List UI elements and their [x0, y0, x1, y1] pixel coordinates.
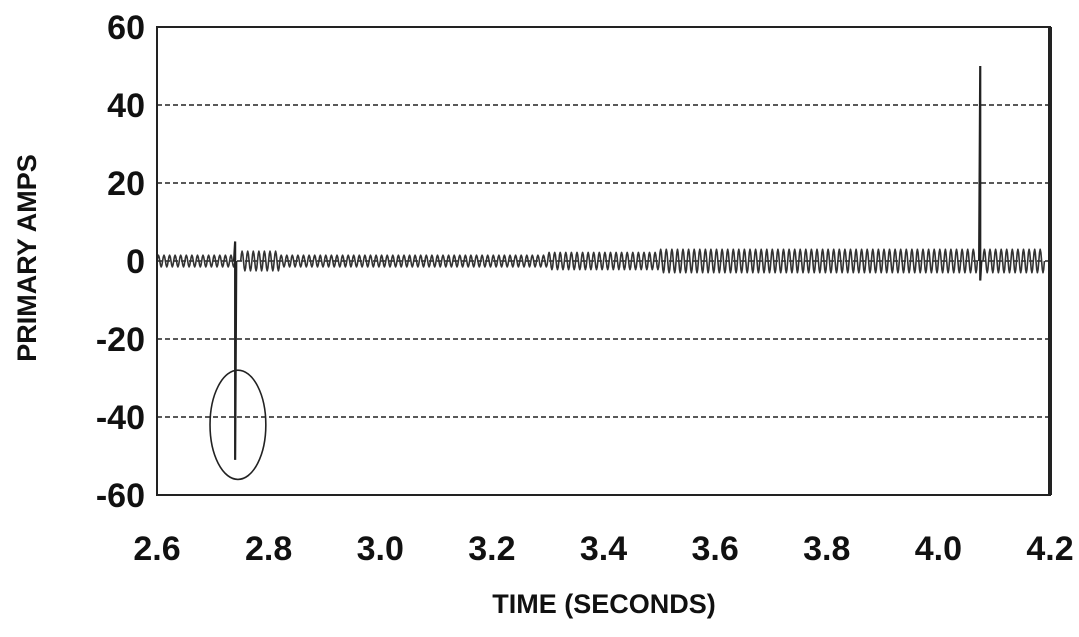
y-tick-label: -20: [96, 321, 145, 359]
plot-area: [156, 248, 1046, 274]
x-tick-label: 4.0: [915, 530, 962, 568]
x-tick-label: 3.8: [803, 530, 850, 568]
x-tick-label: 2.6: [133, 530, 180, 568]
x-tick-label: 3.2: [468, 530, 515, 568]
trace-segment: [279, 254, 549, 268]
y-tick-label: -60: [96, 477, 145, 515]
y-axis-ticks: 60 40 20 0 -20 -40 -60: [96, 9, 145, 515]
trace-segment: [982, 248, 1046, 274]
plot-frame: [156, 26, 1052, 496]
x-tick-label: 3.4: [580, 530, 627, 568]
x-axis-ticks: 2.6 2.8 3.0 3.2 3.4 3.6 3.8 4.0 4.2: [133, 530, 1073, 568]
trace-segment: [546, 251, 661, 271]
highlight-ellipse: [209, 369, 267, 481]
y-axis-label: PRIMARY AMPS: [12, 154, 42, 362]
y-tick-label: -40: [96, 399, 145, 437]
x-tick-label: 4.2: [1026, 530, 1073, 568]
x-tick-label: 3.0: [357, 530, 404, 568]
spike: [232, 241, 238, 460]
trace-segment: [156, 254, 236, 268]
x-tick-label: 2.8: [245, 530, 292, 568]
y-tick-label: 0: [126, 243, 145, 281]
trace-segment: [658, 248, 979, 274]
spikes: [232, 65, 983, 460]
spike: [978, 65, 983, 281]
y-tick-label: 20: [107, 165, 145, 203]
x-axis-label: TIME (SECONDS): [492, 589, 716, 619]
x-tick-label: 3.6: [691, 530, 738, 568]
y-tick-label: 40: [107, 87, 145, 125]
trace-segment: [239, 250, 281, 272]
y-tick-label: 60: [107, 9, 145, 47]
annotations: [209, 369, 267, 481]
gridlines: [157, 104, 1050, 418]
